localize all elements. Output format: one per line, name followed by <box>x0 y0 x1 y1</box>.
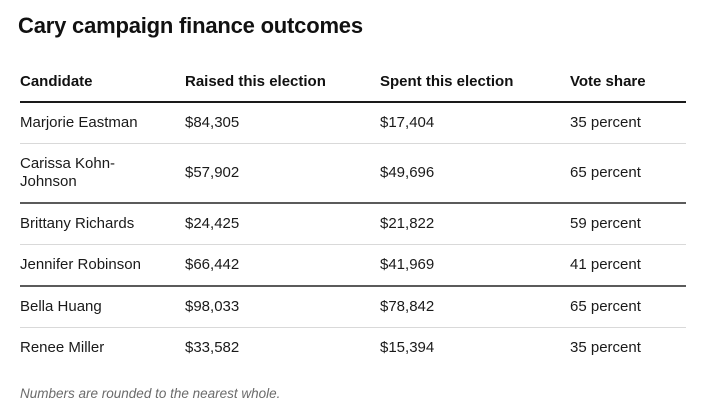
finance-table-card: Cary campaign finance outcomes Candidate… <box>18 13 686 401</box>
cell-raised: $84,305 <box>185 114 240 131</box>
cell-vote-share: 41 percent <box>570 244 686 286</box>
cell-candidate: Carissa Kohn-Johnson <box>20 143 185 203</box>
campaign-finance-table: Candidate Raised this election Spent thi… <box>20 40 686 368</box>
cell-candidate: Renee Miller <box>20 327 185 368</box>
column-header-vote-share: Vote share <box>570 40 686 103</box>
table-row: Jennifer Robinson $66,442 $41,969 41 per… <box>20 244 686 286</box>
cell-candidate: Jennifer Robinson <box>20 244 185 286</box>
column-header-spent: Spent this election <box>380 40 570 103</box>
cell-candidate: Bella Huang <box>20 285 185 328</box>
table-body: Marjorie Eastman $84,305 $17,404 35 perc… <box>20 102 686 368</box>
table-row: Bella Huang $98,033 $78,842 65 percent <box>20 285 686 328</box>
cell-candidate: Marjorie Eastman <box>20 114 138 131</box>
cell-spent: $21,822 <box>380 202 570 245</box>
page-title: Cary campaign finance outcomes <box>18 13 363 38</box>
table-row: Carissa Kohn-Johnson $57,902 $49,696 65 … <box>20 143 686 203</box>
table-header: Candidate Raised this election Spent thi… <box>20 40 686 103</box>
cell-raised: $57,902 <box>185 143 380 203</box>
cell-raised: $24,425 <box>185 202 380 245</box>
cell-vote-share: 65 percent <box>570 285 686 328</box>
header-row: Candidate Raised this election Spent thi… <box>20 40 686 103</box>
table-row: Brittany Richards $24,425 $21,822 59 per… <box>20 202 686 245</box>
cell-raised: $66,442 <box>185 244 380 286</box>
cell-vote-share: 65 percent <box>570 143 686 203</box>
table-row: Marjorie Eastman $84,305 $17,404 35 perc… <box>20 102 686 144</box>
table-footnote: Numbers are rounded to the nearest whole… <box>20 386 281 401</box>
cell-spent: $41,969 <box>380 244 570 286</box>
cell-spent: $17,404 <box>380 114 435 131</box>
table-row: Renee Miller $33,582 $15,394 35 percent <box>20 327 686 368</box>
cell-raised: $98,033 <box>185 285 380 328</box>
cell-spent: $78,842 <box>380 285 570 328</box>
cell-spent: $15,394 <box>380 327 570 368</box>
cell-vote-share: 35 percent <box>570 114 641 131</box>
column-header-candidate: Candidate <box>20 40 185 103</box>
cell-raised: $33,582 <box>185 327 380 368</box>
cell-vote-share: 35 percent <box>570 327 686 368</box>
cell-candidate: Brittany Richards <box>20 202 185 245</box>
cell-spent: $49,696 <box>380 143 570 203</box>
cell-vote-share: 59 percent <box>570 202 686 245</box>
column-header-raised: Raised this election <box>185 40 380 103</box>
